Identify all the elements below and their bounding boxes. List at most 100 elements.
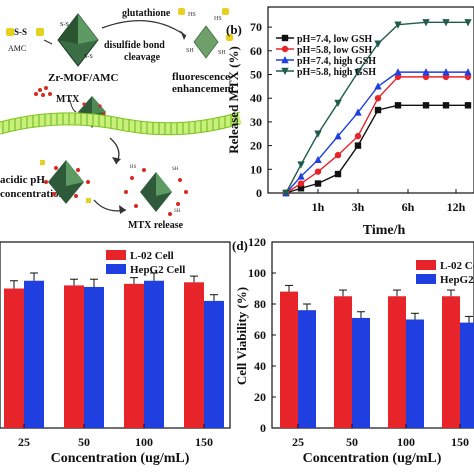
panel-c-frame <box>0 241 231 429</box>
panel-b-release-chart: (b) 0 10 20 30 40 50 60 70 1h 3h 6h 12h Released M… <box>226 6 474 238</box>
x-tick-label: 150 <box>451 435 469 449</box>
data-point <box>297 161 305 169</box>
zr-mof-label: Zr-MOF/AMC <box>48 72 119 84</box>
data-point <box>282 189 290 197</box>
amc-ring-icon <box>6 28 14 36</box>
x-tick-label: 25 <box>292 435 304 449</box>
bar <box>64 285 84 428</box>
bar <box>204 300 224 428</box>
panel-d-bars <box>280 284 474 428</box>
cleavage-arrow <box>101 19 187 37</box>
data-point <box>394 21 402 29</box>
panel-c-x-axis: 25 50 100 150 <box>18 424 213 449</box>
data-point <box>334 170 342 178</box>
fluorescence-label-1: fluorescence <box>172 71 230 83</box>
data-point <box>334 132 342 140</box>
data-point <box>297 172 305 180</box>
mtx-arrow <box>69 99 77 113</box>
data-point <box>464 68 472 76</box>
y-tick-label: 40 <box>254 359 266 373</box>
data-point <box>394 68 402 76</box>
bar <box>184 282 204 428</box>
y-tick-label: 20 <box>254 390 266 404</box>
panel-d-bar-chart: (d) 0 20 40 60 80 100 120 25 50 100 150 L-02 Cell… <box>232 235 474 466</box>
legend-label: HepG2 <box>440 274 474 286</box>
legend-label: pH=7.4, low GSH <box>297 34 372 45</box>
data-point <box>354 142 362 149</box>
panel-d-x-label: Concentration (ug/mL) <box>303 451 442 466</box>
panel-d-x-axis: 25 50 100 150 <box>292 424 469 449</box>
data-point <box>314 130 322 138</box>
y-tick-label: 70 <box>250 20 262 34</box>
y-tick-label: 30 <box>250 115 262 129</box>
amc-ring-icon-2 <box>36 28 44 36</box>
legend-label: pH=5.8, high GSH <box>297 67 376 78</box>
data-point <box>442 19 450 27</box>
panel-b-series-lines <box>282 19 472 197</box>
series-line <box>285 76 468 194</box>
data-point <box>334 151 342 159</box>
legend-label: pH=5.8, low GSH <box>297 45 372 56</box>
svg-text:SH: SH <box>174 209 181 214</box>
ss-label: S-S <box>14 27 27 37</box>
y-tick-label: 60 <box>254 328 266 342</box>
released-mof: HS SH SH <box>124 165 188 216</box>
legend-label: pH=7.4, high GSH <box>297 56 376 67</box>
panel-b-y-label: Released MTX (%) <box>226 46 241 154</box>
x-tick-label: 1h <box>312 200 325 214</box>
svg-text:S-S: S-S <box>84 54 93 60</box>
arrow-head-icon-3 <box>119 205 126 214</box>
panel-b-x-axis: 1h 3h 6h 12h <box>312 189 466 214</box>
legend-marker <box>281 56 289 64</box>
data-point <box>374 95 382 102</box>
y-tick-label: 120 <box>248 235 266 249</box>
series-line <box>285 71 468 194</box>
panel-c-bars <box>4 272 224 428</box>
acidic-label-1: acidic pH <box>0 174 45 186</box>
panel-d-legend: L-02 Cell HepG2 <box>416 260 474 286</box>
amc-label: AMC <box>8 44 26 53</box>
y-tick-label: 80 <box>254 297 266 311</box>
bar <box>144 280 164 428</box>
bar <box>4 288 24 428</box>
data-point <box>442 68 450 76</box>
data-point <box>334 99 342 107</box>
svg-text:HS: HS <box>130 165 137 170</box>
data-point <box>314 180 322 187</box>
legend-swatch <box>416 274 436 284</box>
disulfide-label-2: cleavage <box>124 52 161 63</box>
series-line <box>285 21 468 194</box>
arrow-line <box>43 39 53 45</box>
data-point <box>374 106 382 114</box>
fluorescent-amc-cluster: HS HS SH SH <box>178 8 233 59</box>
bar <box>280 291 298 428</box>
x-tick-label: 3h <box>352 200 365 214</box>
y-tick-label: 0 <box>260 421 266 435</box>
cell-membrane <box>0 112 242 135</box>
bar <box>460 322 474 428</box>
zr-mof-octahedron: S-S S-S <box>57 13 99 67</box>
data-point <box>374 40 382 48</box>
acidic-label-2: concentration <box>0 188 65 200</box>
amc-molecule: S-S AMC <box>6 27 44 53</box>
panel-b-x-label: Time/h <box>363 223 406 238</box>
legend-marker <box>281 45 289 53</box>
bar <box>124 283 144 428</box>
panel-d-y-axis: 0 20 40 60 80 100 120 <box>248 235 276 435</box>
fluorescence-label-2: enhancement <box>172 83 235 95</box>
hs-label: HS <box>188 12 196 18</box>
x-tick-label: 6h <box>402 200 415 214</box>
sh-label: SH <box>218 50 226 56</box>
y-tick-label: 40 <box>250 91 262 105</box>
series-line <box>285 104 468 194</box>
legend-marker <box>281 34 289 42</box>
glutathione-label: glutathione <box>122 8 171 19</box>
x-tick-label: 50 <box>346 435 358 449</box>
mtx-particles <box>34 86 52 97</box>
bar <box>298 310 316 428</box>
data-point <box>354 132 362 140</box>
hs-label-2: HS <box>214 16 222 22</box>
panel-c-bar-chart: 25 50 100 150 L-02 Cell HepG2 Cell Concentra… <box>0 241 231 466</box>
bar <box>352 317 370 428</box>
